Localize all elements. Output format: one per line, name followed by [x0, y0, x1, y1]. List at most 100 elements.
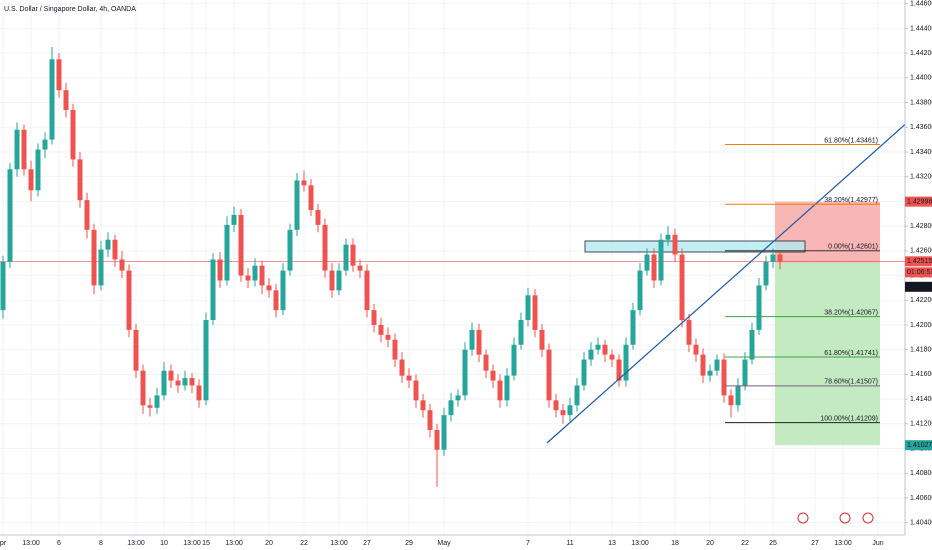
candle-body: [98, 249, 104, 286]
candle-body: [434, 429, 440, 450]
candle-body: [749, 329, 755, 360]
candle-body: [462, 349, 468, 396]
x-tick-label: 13: [608, 540, 616, 547]
price-badges: 1.42998 1.42515 01:06:53 1.42503 1.41027: [905, 196, 932, 451]
event-icon[interactable]: [797, 512, 809, 524]
candle-body: [63, 90, 69, 110]
y-tick-label: 1.40400: [910, 519, 932, 526]
candle-body: [553, 400, 559, 411]
x-tick-label: 18: [671, 540, 679, 547]
candle-body: [441, 415, 447, 450]
candle-body: [721, 359, 727, 396]
candle-body: [364, 270, 370, 311]
candle-body: [644, 254, 650, 271]
candle-body: [742, 359, 748, 386]
x-tick-label: 15: [202, 540, 210, 547]
countdown-badge: [905, 267, 932, 278]
candle-body: [385, 334, 391, 340]
price-badge: [905, 440, 932, 451]
candle-body: [70, 109, 76, 160]
fib-levels: 61.80%(1.43461) 38.20%(1.42977) 0.00%(1.42…: [725, 137, 880, 424]
countdown-label: 01:06:53: [907, 269, 932, 276]
candle-body: [252, 265, 258, 281]
y-tick-label: 1.43200: [910, 174, 932, 181]
candle-body: [406, 375, 412, 381]
candle-body: [539, 329, 545, 350]
candle-body: [175, 380, 181, 386]
price-badge-label: 1.42503: [907, 284, 932, 291]
candle-body: [714, 359, 720, 371]
x-tick-label: May: [437, 540, 451, 547]
candle-body: [483, 354, 489, 371]
candle-body: [161, 370, 167, 396]
candle-body: [546, 349, 552, 401]
candle-body: [266, 285, 272, 291]
candle-body: [147, 405, 153, 408]
candle-body: [399, 359, 405, 376]
candle-body: [21, 129, 27, 170]
candle-body: [686, 320, 692, 345]
candle-body: [665, 234, 671, 240]
fib-label: 78.60%(1.41507): [824, 379, 878, 386]
x-tick-label: 22: [741, 540, 749, 547]
candle-body: [609, 354, 615, 360]
event-icon[interactable]: [862, 512, 874, 524]
event-icon[interactable]: [839, 512, 851, 524]
candle-body: [301, 180, 307, 186]
candle-body: [574, 385, 580, 406]
x-tick-label: 10: [160, 540, 168, 547]
y-tick-label: 1.43600: [910, 124, 932, 131]
x-tick-label: 7: [526, 540, 530, 547]
grid: [0, 0, 905, 535]
zones: [0, 201, 905, 446]
candle-body: [105, 239, 111, 250]
price-badge: [905, 196, 932, 207]
fib-label: 38.20%(1.42067): [824, 310, 878, 317]
y-tick-label: 1.42200: [910, 297, 932, 304]
x-tick-label: 11: [566, 540, 573, 547]
candle-body: [693, 344, 699, 355]
chart-title: U.S. Dollar / Singapore Dollar, 4h, OAND…: [4, 6, 136, 13]
x-tick-label: 25: [769, 540, 777, 547]
candle-body: [490, 370, 496, 381]
y-tick-label: 1.43400: [910, 149, 932, 156]
candle-body: [392, 339, 398, 360]
candle-body: [238, 214, 244, 276]
candle-body: [420, 400, 426, 411]
y-tick-label: 1.41800: [910, 347, 932, 354]
fib-label: 100.00%(1.41209): [820, 416, 878, 423]
candle-body: [308, 185, 314, 211]
candle-body: [777, 254, 783, 262]
candle-body: [497, 380, 503, 401]
x-tick-label: 13:00: [631, 540, 649, 547]
candle-body: [224, 224, 230, 281]
candle-body: [182, 378, 188, 386]
candle-body: [14, 129, 20, 170]
price-badge-label: 1.42515: [907, 258, 932, 265]
fib-label: 61.80%(1.41741): [824, 350, 878, 357]
trend-line: [546, 119, 911, 444]
candle-body: [336, 270, 342, 291]
candle-body: [210, 259, 216, 321]
y-tick-label: 1.44200: [910, 50, 932, 57]
candle-body: [245, 275, 251, 281]
candle-body: [322, 224, 328, 271]
y-tick-label: 1.44600: [910, 1, 932, 8]
candle-body: [532, 295, 538, 330]
x-tick-label: Jun: [872, 540, 883, 547]
y-tick-label: 1.41200: [910, 421, 932, 428]
candle-body: [315, 210, 321, 225]
candle-body: [427, 410, 433, 430]
price-badge-label: 1.41027: [907, 442, 932, 449]
candle-body: [329, 270, 335, 291]
fib-label: 38.20%(1.42977): [824, 197, 878, 204]
candle-body: [637, 270, 643, 311]
candle-body: [371, 310, 377, 325]
candle-body: [588, 349, 594, 360]
candle-body: [700, 354, 706, 376]
price-badge: [905, 256, 932, 267]
candle-body: [112, 239, 118, 260]
fib-label: 61.80%(1.43461): [824, 137, 878, 144]
